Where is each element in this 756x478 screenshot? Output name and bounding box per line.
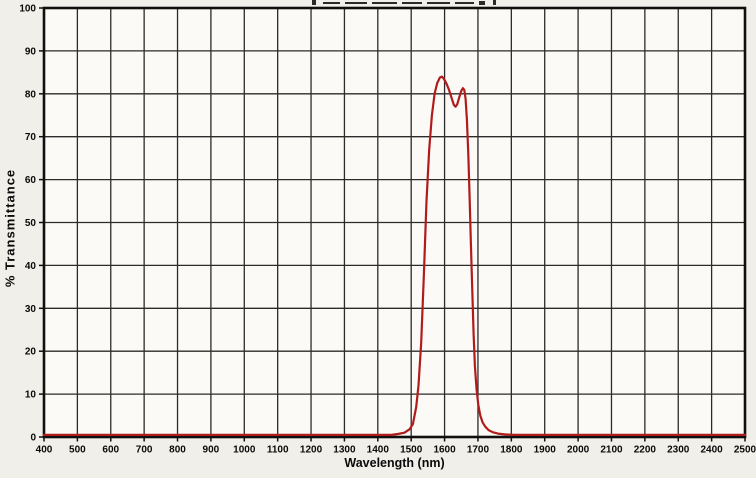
y-tick-label: 60	[25, 175, 37, 186]
x-tick-label: 1500	[400, 445, 423, 456]
y-tick-label: 40	[25, 261, 37, 272]
plot-border	[42, 6, 747, 439]
y-tick-label: 70	[25, 132, 37, 143]
x-tick-label: 2300	[667, 445, 690, 456]
y-tick-label: 50	[25, 218, 37, 229]
x-tick-label: 1800	[500, 445, 523, 456]
y-tick-label: 20	[25, 347, 37, 358]
x-tick-label: 2200	[634, 445, 657, 456]
x-tick-label: 2500	[734, 445, 756, 456]
y-tick-label: 100	[19, 4, 36, 15]
x-axis-title: Wavelength (nm)	[344, 456, 445, 470]
x-tick-label: 2100	[600, 445, 623, 456]
y-tick-label: 90	[25, 46, 37, 57]
clipped-title-fragment	[0, 0, 756, 6]
y-axis-title: % Transmittance	[2, 168, 18, 288]
x-tick-label: 1200	[300, 445, 323, 456]
x-tick-label: 2000	[567, 445, 590, 456]
x-tick-label: 1600	[433, 445, 456, 456]
x-tick-label: 1900	[534, 445, 557, 456]
x-tick-label: 1100	[267, 445, 289, 456]
x-tick-label: 1400	[367, 445, 390, 456]
x-tick-label: 700	[136, 445, 153, 456]
y-tick-label: 30	[25, 304, 37, 315]
y-tick-label: 0	[30, 433, 36, 444]
x-tick-label: 1300	[333, 445, 356, 456]
y-tick-label: 10	[25, 390, 37, 401]
x-tick-label: 500	[69, 445, 86, 456]
x-tick-label: 800	[169, 445, 186, 456]
y-tick-label: 80	[25, 89, 37, 100]
x-tick-label: 1700	[467, 445, 490, 456]
x-tick-label: 600	[102, 445, 119, 456]
transmittance-curve	[42, 75, 747, 436]
x-tick-label: 400	[36, 445, 53, 456]
x-tick-label: 2400	[700, 445, 723, 456]
x-tick-label: 1000	[233, 445, 256, 456]
x-tick-label: 900	[203, 445, 220, 456]
